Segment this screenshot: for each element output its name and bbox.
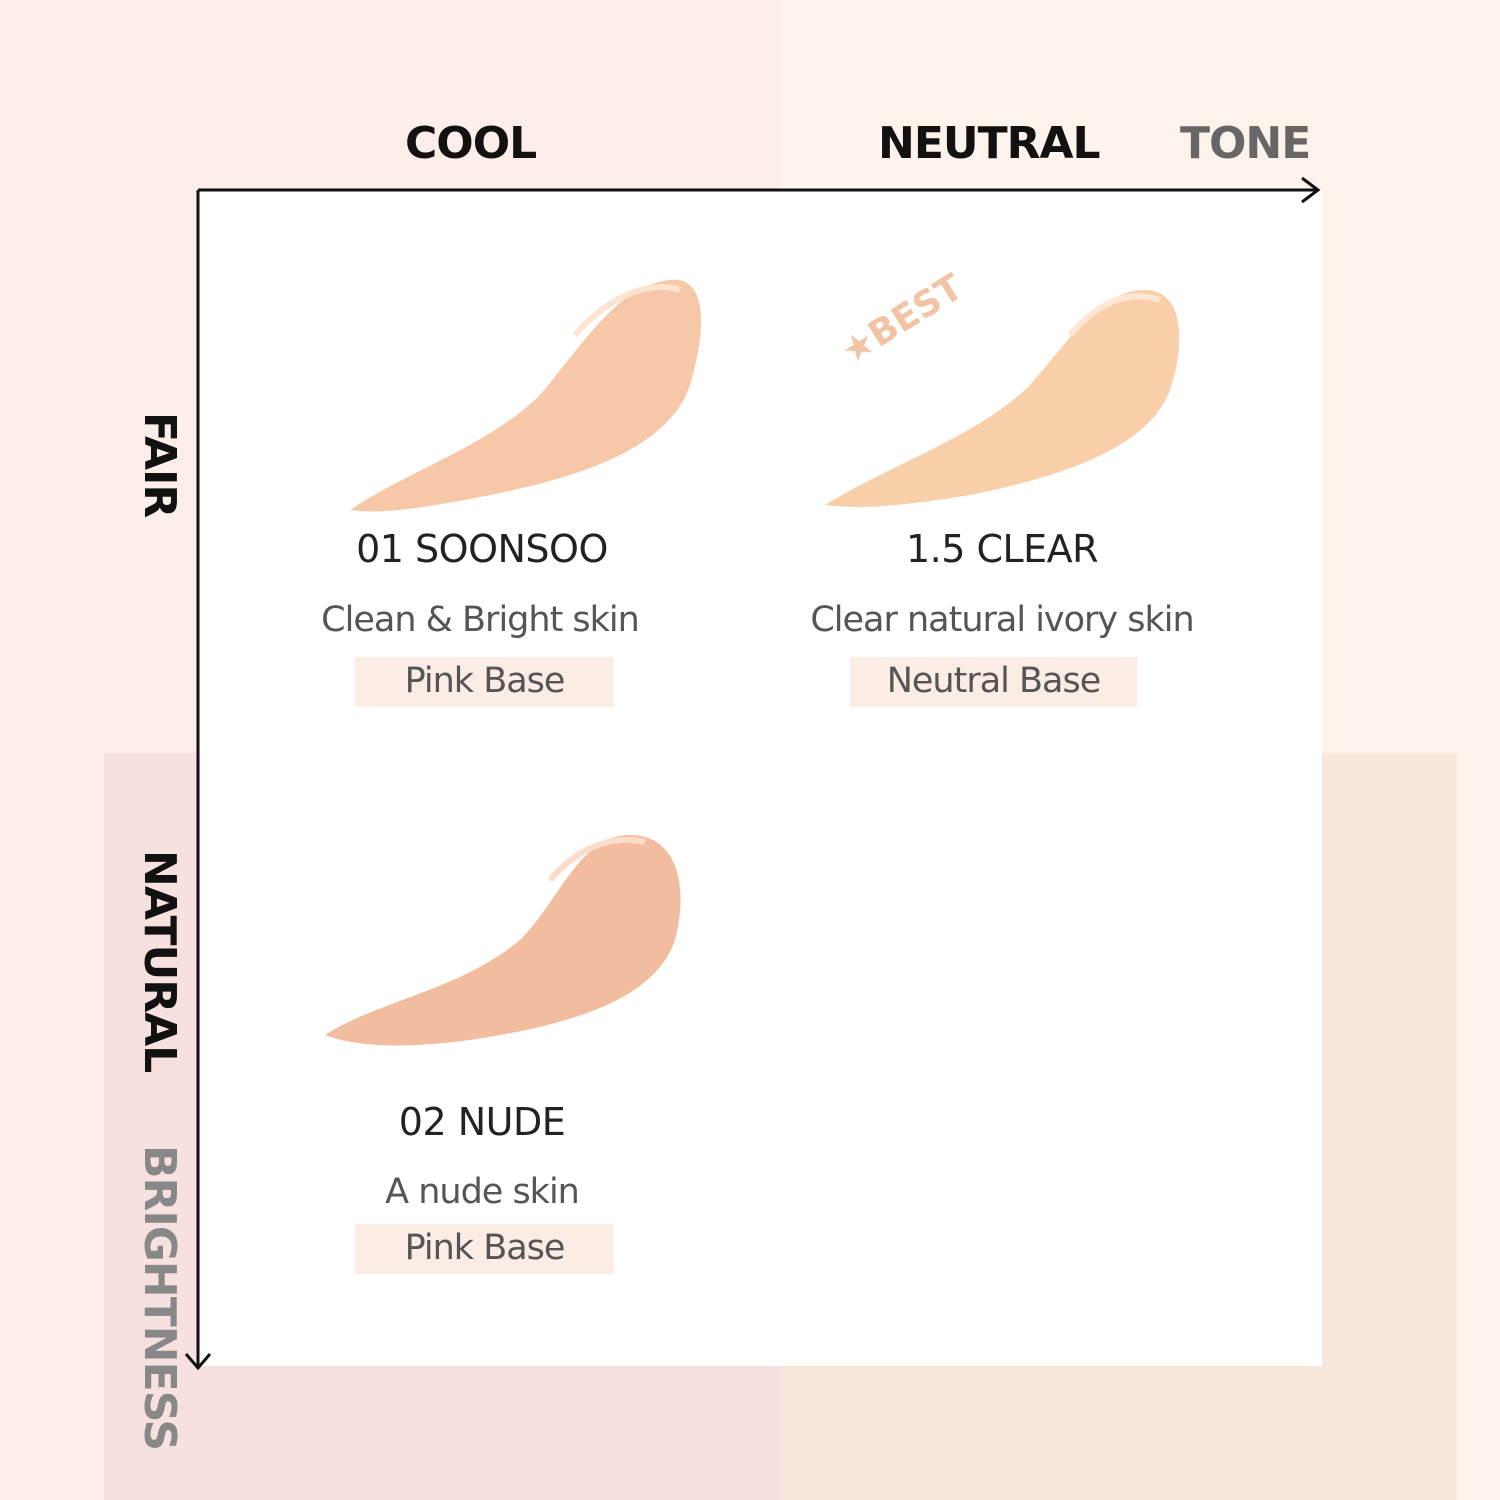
swatch-nude bbox=[325, 835, 681, 1046]
shade-base-nude: Pink Base bbox=[355, 1224, 614, 1274]
shade-name-clear: 1.5 CLEAR bbox=[905, 527, 1099, 571]
swatch-soonsoo bbox=[350, 279, 702, 512]
axis-label-neutral: NEUTRAL bbox=[878, 118, 1101, 169]
shade-base-clear: Neutral Base bbox=[850, 657, 1137, 707]
axis-label-tone: TONE bbox=[1180, 118, 1311, 169]
shade-description-soonsoo: Clean & Bright skin bbox=[321, 600, 640, 640]
shade-name-nude: 02 NUDE bbox=[398, 1100, 566, 1144]
shade-name-soonsoo: 01 SOONSOO bbox=[356, 527, 608, 571]
shade-base-soonsoo: Pink Base bbox=[355, 657, 614, 707]
shade-description-clear: Clear natural ivory skin bbox=[810, 600, 1194, 640]
shade-description-nude: A nude skin bbox=[385, 1172, 580, 1212]
swatch-clear bbox=[825, 290, 1180, 507]
tone-axis-arrow bbox=[198, 176, 1321, 204]
brightness-axis-arrow bbox=[184, 190, 212, 1371]
axis-label-cool: COOL bbox=[405, 118, 537, 169]
